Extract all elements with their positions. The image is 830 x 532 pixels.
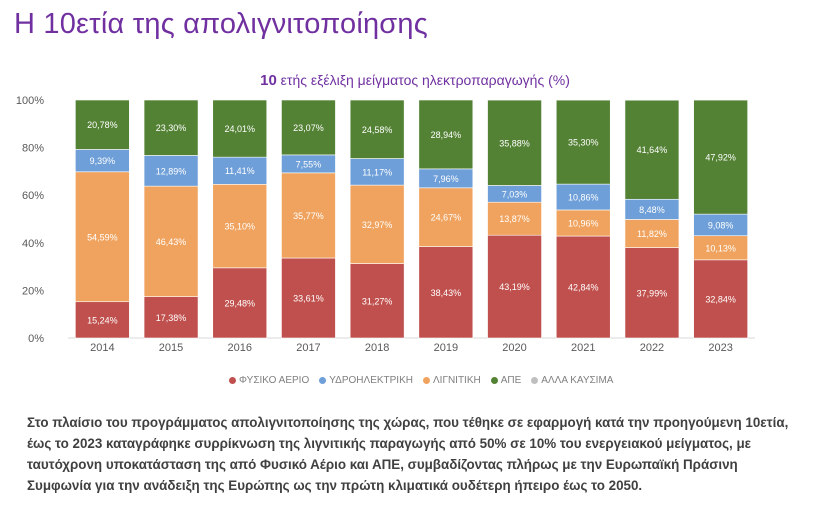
legend-label: ΦΥΣΙΚΟ ΑΕΡΙΟ — [239, 375, 309, 386]
legend-swatch — [423, 377, 430, 384]
data-label: 43,19% — [499, 282, 530, 292]
data-label: 20,78% — [87, 120, 118, 130]
legend-item-gas: ΦΥΣΙΚΟ ΑΕΡΙΟ — [229, 375, 309, 386]
data-label: 32,84% — [705, 294, 736, 304]
data-label: 17,38% — [156, 313, 187, 323]
data-label: 10,13% — [705, 243, 736, 253]
data-label: 47,92% — [705, 153, 736, 163]
y-tick-label: 80% — [22, 143, 44, 155]
legend-label: ΥΔΡΟΗΛΕΚΤΡΙΚΗ — [329, 375, 413, 386]
chart-legend: ΦΥΣΙΚΟ ΑΕΡΙΟ ΥΔΡΟΗΛΕΚΤΡΙΚΗ ΛΙΓΝΙΤΙΚΗ ΑΠΕ… — [229, 375, 613, 386]
data-label: 8,48% — [639, 205, 665, 215]
x-tick-label: 2023 — [708, 342, 732, 354]
y-tick-label: 100% — [16, 95, 44, 107]
data-label: 24,58% — [362, 125, 393, 135]
data-label: 29,48% — [224, 298, 255, 308]
legend-label: ΑΠΕ — [501, 375, 522, 386]
data-label: 10,96% — [568, 218, 599, 228]
data-label: 42,84% — [568, 283, 599, 293]
legend-swatch — [319, 377, 326, 384]
data-label: 32,97% — [362, 220, 393, 230]
legend-item-hydro: ΥΔΡΟΗΛΕΚΤΡΙΚΗ — [319, 375, 413, 386]
x-tick-label: 2014 — [90, 342, 114, 354]
data-label: 41,64% — [637, 145, 668, 155]
x-tick-label: 2018 — [365, 342, 389, 354]
x-tick-label: 2022 — [640, 342, 664, 354]
caption-text: Στο πλαίσιο του προγράμματος απολιγνιτοπ… — [27, 412, 797, 496]
legend-swatch — [229, 377, 236, 384]
legend-swatch — [531, 377, 538, 384]
data-label: 7,96% — [433, 174, 459, 184]
y-tick-label: 0% — [28, 333, 44, 345]
data-label: 24,67% — [431, 213, 462, 223]
x-tick-label: 2015 — [159, 342, 183, 354]
data-label: 7,03% — [502, 189, 528, 199]
data-label: 38,43% — [431, 288, 462, 298]
data-label: 23,07% — [293, 123, 324, 133]
data-label: 54,59% — [87, 232, 118, 242]
data-label: 11,17% — [362, 167, 392, 177]
data-label: 37,99% — [637, 288, 668, 298]
data-label: 31,27% — [362, 296, 393, 306]
data-label: 24,01% — [224, 124, 255, 134]
data-label: 10,86% — [568, 193, 599, 203]
data-label: 35,77% — [293, 211, 324, 221]
data-label: 33,61% — [293, 294, 324, 304]
x-tick-label: 2021 — [571, 342, 595, 354]
data-label: 7,55% — [296, 159, 322, 169]
y-tick-label: 60% — [22, 190, 44, 202]
data-label: 35,10% — [224, 222, 255, 232]
data-label: 11,82% — [637, 229, 667, 239]
legend-item-res: ΑΠΕ — [491, 375, 522, 386]
data-label: 15,24% — [87, 315, 118, 325]
legend-item-other-fuels: ΑΛΛΑ ΚΑΥΣΙΜΑ — [531, 375, 613, 386]
y-tick-label: 20% — [22, 285, 44, 297]
x-tick-label: 2016 — [228, 342, 252, 354]
stacked-bar-chart: 0% 20% 40% 60% 80% 100% 15,24% 54,59% 9,39% 20,78… — [0, 0, 830, 370]
data-label: 35,30% — [568, 138, 599, 148]
data-label: 23,30% — [156, 123, 187, 133]
data-label: 9,39% — [90, 156, 116, 166]
x-tick-label: 2017 — [296, 342, 320, 354]
data-label: 11,41% — [225, 166, 255, 176]
y-tick-label: 40% — [22, 238, 44, 250]
data-label: 46,43% — [156, 237, 187, 247]
data-label: 9,08% — [708, 220, 734, 230]
data-label: 13,87% — [499, 214, 530, 224]
x-tick-label: 2020 — [502, 342, 526, 354]
legend-label: ΛΙΓΝΙΤΙΚΗ — [433, 375, 481, 386]
legend-swatch — [491, 377, 498, 384]
data-label: 12,89% — [156, 166, 187, 176]
data-label: 28,94% — [431, 130, 462, 140]
legend-label: ΑΛΛΑ ΚΑΥΣΙΜΑ — [541, 375, 613, 386]
legend-item-lignite: ΛΙΓΝΙΤΙΚΗ — [423, 375, 481, 386]
data-label: 35,88% — [499, 138, 530, 148]
x-tick-label: 2019 — [434, 342, 458, 354]
